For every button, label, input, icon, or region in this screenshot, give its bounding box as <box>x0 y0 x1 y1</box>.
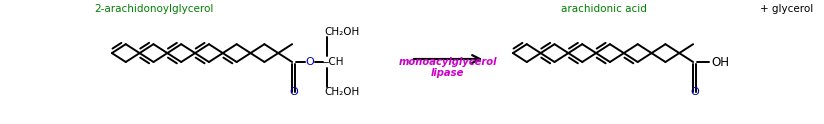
Text: OH: OH <box>711 56 729 68</box>
Text: —CH: —CH <box>319 57 344 67</box>
Text: arachidonic acid: arachidonic acid <box>561 3 647 14</box>
Text: CH₂OH: CH₂OH <box>325 87 360 97</box>
Text: + glycerol: + glycerol <box>761 3 814 14</box>
Text: O: O <box>289 87 298 97</box>
Text: monoacylglycerol: monoacylglycerol <box>398 57 497 67</box>
Text: 2-arachidonoylglycerol: 2-arachidonoylglycerol <box>94 3 213 14</box>
Text: O: O <box>691 87 699 97</box>
Text: O: O <box>306 57 314 67</box>
Text: CH₂OH: CH₂OH <box>325 27 360 37</box>
Text: lipase: lipase <box>431 68 464 78</box>
